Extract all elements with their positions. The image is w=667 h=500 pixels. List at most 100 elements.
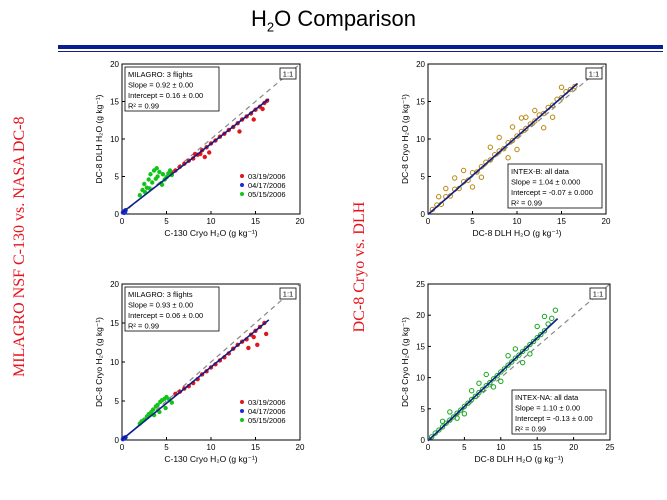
- one-to-one-line: [427, 283, 611, 441]
- data-point: [527, 121, 534, 127]
- x-tick-label: 15: [533, 443, 542, 452]
- data-point: [534, 334, 540, 341]
- data-point: [496, 134, 502, 141]
- data-point: [490, 384, 497, 390]
- x-tick-label: 0: [120, 443, 125, 452]
- data-point: [159, 182, 165, 187]
- data-point: [260, 106, 265, 112]
- stats-line: Slope = 1.04 ± 0.000: [511, 178, 580, 187]
- data-point: [532, 118, 538, 124]
- data-point: [435, 194, 442, 200]
- y-tick-label: 15: [110, 319, 119, 328]
- data-point: [487, 379, 493, 386]
- x-tick-label: 15: [251, 217, 260, 226]
- stats-line: MILAGRO: 3 flights: [128, 290, 193, 299]
- chart-milagro-cryo-vs-c130: 0 5 10 15 20 0 5 10 15 20 C-130 Cryo H₂O (g kg⁻¹) D…: [94, 280, 305, 464]
- legend-label: 03/19/2006: [248, 398, 286, 407]
- data-point: [519, 348, 526, 355]
- data-point: [519, 359, 526, 366]
- data-point: [476, 380, 482, 386]
- data-point: [530, 338, 537, 345]
- stats-line: Intercept = 0.06 ± 0.00: [128, 311, 203, 320]
- x-tick-label: 15: [557, 217, 566, 226]
- data-point: [160, 172, 166, 177]
- one-to-one-box: [279, 287, 297, 300]
- x-tick-label: 15: [251, 443, 260, 452]
- x-tick-label: 20: [602, 217, 611, 226]
- data-point: [487, 157, 494, 163]
- x-tick-label: 5: [164, 443, 169, 452]
- y-tick-label: 25: [416, 280, 425, 289]
- data-point: [532, 107, 538, 114]
- data-point: [498, 378, 504, 385]
- data-point: [154, 166, 159, 171]
- y-tick-label: 15: [110, 98, 119, 107]
- data-point: [447, 409, 453, 415]
- data-point: [468, 388, 475, 394]
- legend-label: 05/15/2006: [248, 190, 286, 199]
- data-point: [474, 169, 480, 175]
- right-column-label: DC-8 Cryo vs. DLH: [351, 201, 368, 333]
- plot-frame: [427, 283, 611, 441]
- data-point: [155, 402, 160, 408]
- data-point: [523, 114, 529, 120]
- one-to-one-label: 1:1: [589, 70, 599, 79]
- x-tick-label: 10: [496, 443, 505, 452]
- data-point: [469, 184, 476, 190]
- data-point: [460, 167, 467, 174]
- data-point: [461, 411, 468, 417]
- data-point: [251, 117, 256, 122]
- legend-label: 04/17/2006: [248, 181, 286, 190]
- data-point: [461, 403, 468, 410]
- y-tick-label: 0: [115, 210, 120, 219]
- data-point: [523, 345, 529, 351]
- stats-line: INTEX-B: all data: [511, 167, 570, 176]
- stats-line: Slope = 0.93 ± 0.00: [128, 301, 193, 310]
- data-point: [472, 393, 479, 400]
- x-tick-label: 0: [120, 217, 125, 226]
- x-tick-label: 5: [462, 443, 467, 452]
- x-tick-label: 10: [207, 217, 216, 226]
- x-axis-title: DC-8 DLH H₂O (g kg⁻¹): [472, 228, 561, 238]
- data-point: [439, 418, 446, 424]
- y-tick-label: 0: [421, 210, 426, 219]
- y-tick-label: 10: [416, 135, 425, 144]
- data-point: [567, 86, 574, 93]
- x-tick-label: 25: [606, 443, 615, 452]
- data-point: [541, 328, 548, 334]
- data-point: [263, 331, 269, 337]
- x-tick-label: 20: [569, 443, 578, 452]
- x-tick-label: 10: [513, 217, 522, 226]
- data-point: [479, 386, 486, 393]
- data-point: [251, 334, 256, 340]
- data-point: [518, 115, 525, 121]
- title-rule-thick: [58, 45, 663, 49]
- data-point: [465, 177, 471, 183]
- data-point: [246, 345, 251, 351]
- data-point: [148, 172, 153, 177]
- data-point: [512, 355, 519, 361]
- y-tick-label: 20: [416, 60, 425, 69]
- y-axis-title: DC-8 Cryo H₂O (g kg⁻¹): [94, 317, 104, 407]
- data-point: [478, 174, 485, 180]
- data-point: [549, 114, 556, 120]
- data-point: [514, 146, 520, 153]
- stats-line: R² = 0.99: [128, 102, 159, 111]
- data-point: [494, 373, 500, 379]
- data-point: [545, 321, 551, 327]
- y-tick-label: 10: [110, 135, 119, 144]
- y-tick-label: 5: [421, 405, 426, 414]
- data-point: [541, 110, 547, 117]
- stats-box: [124, 66, 220, 112]
- x-tick-label: 10: [207, 443, 216, 452]
- y-tick-label: 20: [416, 311, 425, 320]
- data-point: [534, 323, 540, 330]
- legend-marker: [240, 409, 244, 413]
- data-point: [509, 137, 516, 144]
- data-point: [447, 417, 453, 423]
- data-point: [458, 407, 464, 413]
- x-tick-label: 0: [426, 217, 431, 226]
- y-tick-label: 0: [421, 436, 426, 445]
- title-rule-thin: [58, 51, 663, 52]
- data-point: [514, 133, 520, 139]
